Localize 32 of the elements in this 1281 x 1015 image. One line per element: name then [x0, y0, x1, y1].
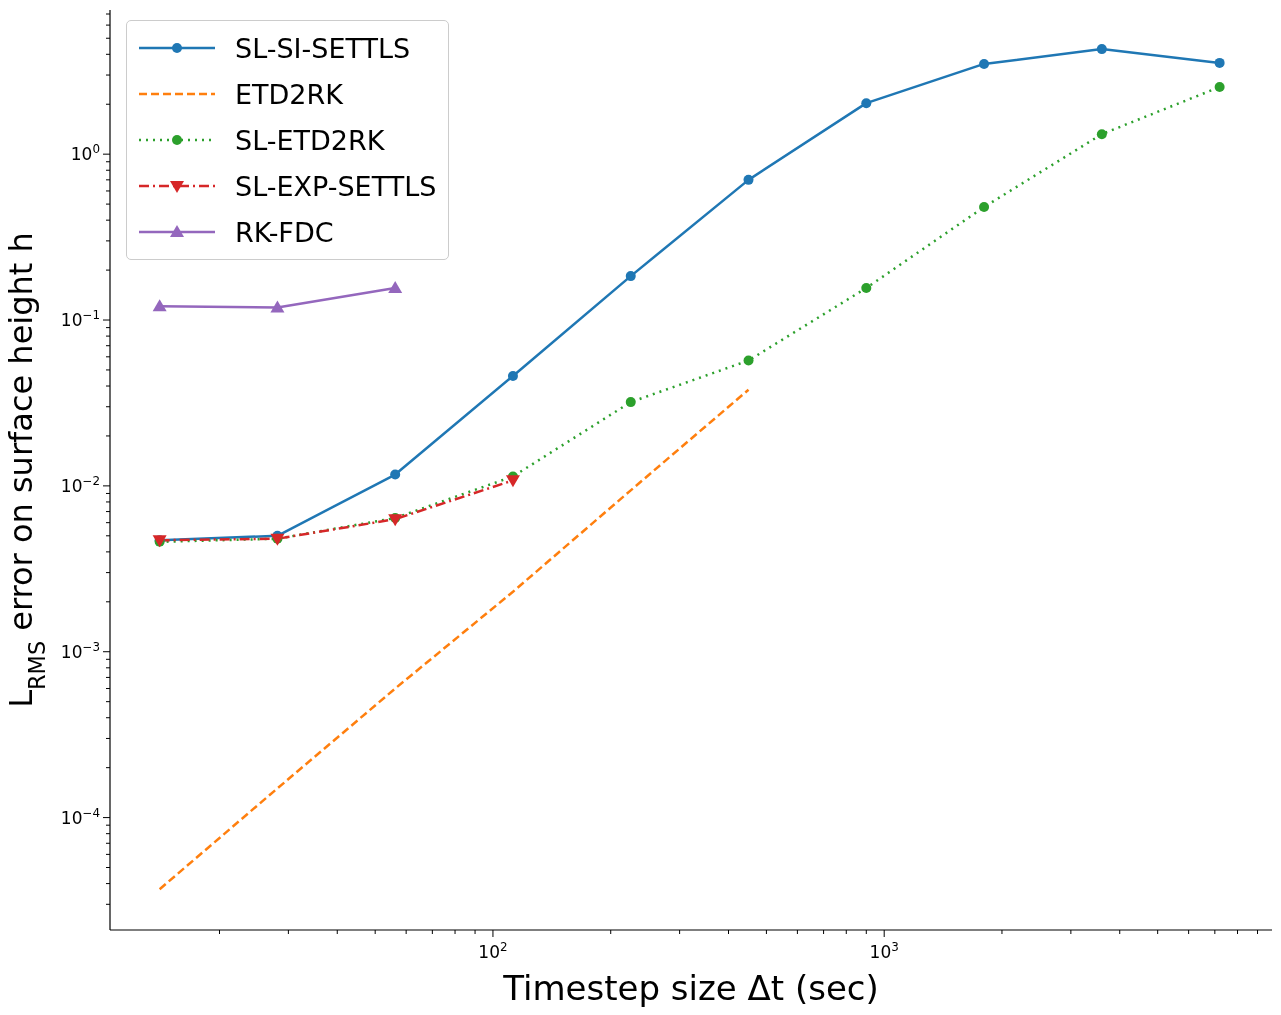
point [743, 355, 754, 366]
point [505, 475, 520, 488]
x-tick-label: 10$^{2}$ [478, 940, 508, 962]
y-tick-label: 10$^{−4}$ [60, 805, 100, 828]
x-axis-title: Timestep size Δt (sec) [502, 968, 879, 1008]
point [625, 271, 636, 282]
point [1096, 44, 1107, 55]
point [388, 280, 403, 293]
legend-label: ETD2RK [235, 78, 343, 110]
point [507, 370, 518, 381]
point [1096, 129, 1107, 140]
line-series [158, 388, 750, 891]
point [743, 174, 754, 185]
legend-label: SL-SI-SETTLS [235, 32, 411, 64]
point [152, 299, 167, 312]
legend-label: SL-EXP-SETTLS [235, 170, 437, 202]
y-tick-label: 10$^{−2}$ [60, 473, 100, 496]
point [861, 98, 872, 109]
point [979, 58, 990, 69]
point [390, 469, 401, 480]
y-tick-label: 10$^{−3}$ [60, 639, 100, 662]
point [861, 282, 872, 293]
legend-label: SL-ETD2RK [235, 124, 385, 156]
point [625, 397, 636, 408]
y-tick-label: 10$^{−1}$ [60, 308, 100, 331]
x-tick-label: 10$^{3}$ [869, 940, 899, 962]
point [270, 300, 285, 313]
point [1214, 57, 1225, 68]
point [1214, 82, 1225, 93]
y-tick-label: 10$^{0}$ [70, 142, 100, 165]
point [979, 202, 990, 213]
legend-label: RK-FDC [235, 216, 334, 248]
